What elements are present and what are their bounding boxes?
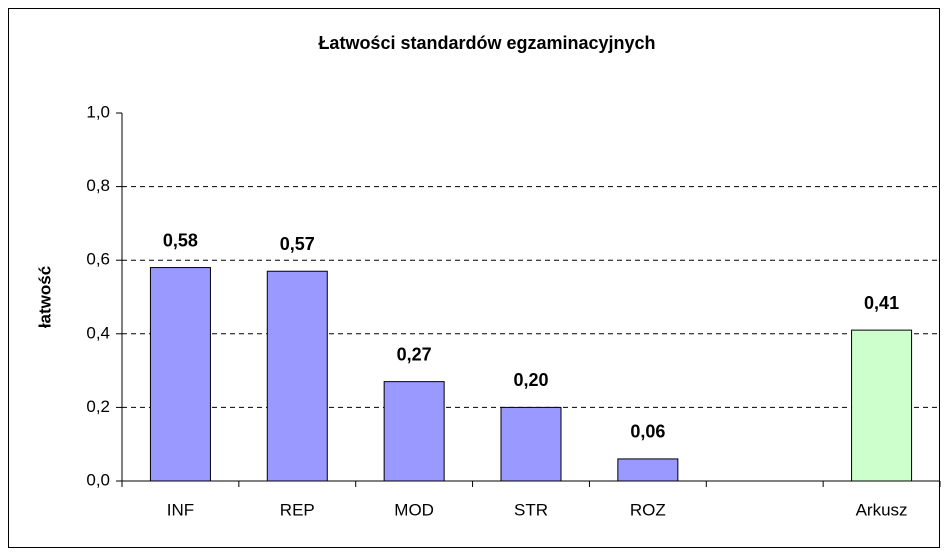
chart-border: [8, 8, 940, 548]
y-tick-label: 0,8: [86, 176, 110, 195]
y-tick-label: 0,4: [86, 323, 110, 342]
bar: [383, 381, 445, 482]
chart-title: Łatwości standardów egzaminacyjnych: [318, 33, 655, 53]
data-label: 0,41: [864, 293, 899, 313]
x-tick-label: MOD: [394, 500, 434, 519]
x-tick-label: REP: [280, 500, 315, 519]
data-label: 0,57: [280, 234, 315, 254]
x-tick-label: STR: [514, 500, 548, 519]
data-label: 0,27: [397, 344, 432, 364]
bar: [266, 270, 328, 482]
x-tick-label: Arkusz: [856, 500, 908, 519]
y-tick-label: 0,6: [86, 250, 110, 269]
data-label: 0,06: [630, 422, 665, 442]
x-tick-label: ROZ: [630, 500, 666, 519]
bar: [617, 458, 679, 482]
data-label: 0,20: [513, 370, 548, 390]
bar: [149, 267, 211, 482]
y-tick-label: 0,0: [86, 470, 110, 489]
y-tick-label: 1,0: [86, 102, 110, 121]
x-tick-label: INF: [167, 500, 194, 519]
data-label: 0,58: [163, 230, 198, 250]
y-axis-label: łatwość: [35, 266, 54, 328]
y-tick-label: 0,2: [86, 397, 110, 416]
bar: [500, 406, 562, 482]
bar: [851, 329, 913, 482]
